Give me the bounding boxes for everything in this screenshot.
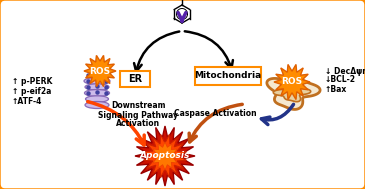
- Text: Caspase Activation: Caspase Activation: [174, 109, 256, 119]
- Polygon shape: [273, 82, 311, 102]
- Ellipse shape: [84, 77, 110, 84]
- Text: Mitochondria: Mitochondria: [195, 71, 262, 81]
- Text: ER: ER: [128, 74, 142, 84]
- Polygon shape: [267, 78, 320, 109]
- Text: ↑ p-PERK: ↑ p-PERK: [12, 77, 52, 87]
- Polygon shape: [84, 55, 116, 87]
- Ellipse shape: [85, 96, 108, 102]
- Polygon shape: [143, 134, 187, 178]
- Text: ROS: ROS: [89, 67, 111, 75]
- Text: Downstream: Downstream: [111, 101, 165, 111]
- Text: ↑ATF-4: ↑ATF-4: [12, 98, 42, 106]
- Text: ROS: ROS: [281, 77, 303, 87]
- Polygon shape: [135, 126, 195, 186]
- Ellipse shape: [85, 101, 109, 108]
- Text: Activation: Activation: [116, 119, 160, 129]
- Text: Apoptosis: Apoptosis: [140, 152, 190, 160]
- Text: ↓BCL-2: ↓BCL-2: [325, 75, 356, 84]
- Polygon shape: [274, 64, 310, 100]
- Text: ↑Bax: ↑Bax: [325, 84, 347, 94]
- FancyBboxPatch shape: [195, 67, 261, 85]
- Text: ↓ DecΔψm: ↓ DecΔψm: [325, 67, 365, 75]
- Ellipse shape: [85, 84, 109, 90]
- Text: ↑ p-eif2a: ↑ p-eif2a: [12, 88, 51, 97]
- Ellipse shape: [85, 90, 110, 97]
- FancyBboxPatch shape: [120, 71, 150, 87]
- Text: Signaling Pathway: Signaling Pathway: [98, 111, 178, 119]
- Polygon shape: [151, 142, 179, 170]
